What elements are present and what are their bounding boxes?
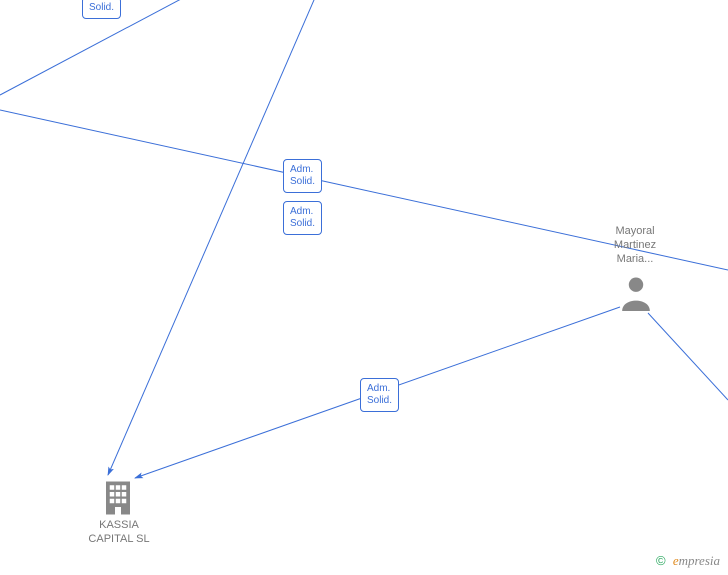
watermark: © empresia (656, 553, 720, 569)
building-icon[interactable] (103, 480, 133, 521)
edge-label-adm-solid-1: Adm. Solid. (283, 159, 322, 193)
edge-top-to-company (108, 0, 340, 475)
edge-label-adm-solid-3: Adm. Solid. (360, 378, 399, 412)
node-label-person: Mayoral Martinez Maria... (600, 225, 670, 266)
edge-label-adm-solid-2: Adm. Solid. (283, 201, 322, 235)
copyright-icon: © (656, 553, 666, 568)
edge-person-offscreen (648, 313, 728, 400)
node-label-company: KASSIA CAPITAL SL (80, 519, 158, 547)
person-icon[interactable] (619, 275, 653, 316)
edge-label-solid-top: Solid. (82, 0, 121, 19)
watermark-brand-rest: mpresia (679, 553, 720, 568)
